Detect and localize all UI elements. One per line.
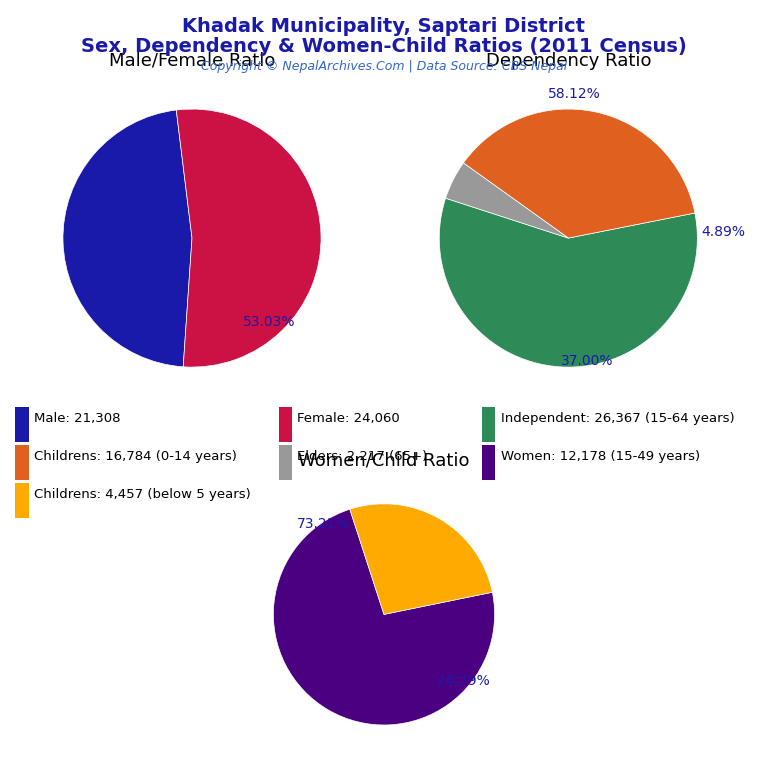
Text: Female: 24,060: Female: 24,060 — [297, 412, 400, 425]
Bar — [279, 408, 292, 442]
Text: 46.97%: 46.97% — [127, 167, 180, 180]
Text: Male: 21,308: Male: 21,308 — [34, 412, 121, 425]
Wedge shape — [445, 163, 568, 238]
Bar — [15, 408, 28, 442]
Text: Sex, Dependency & Women-Child Ratios (2011 Census): Sex, Dependency & Women-Child Ratios (20… — [81, 37, 687, 56]
Text: Copyright © NepalArchives.Com | Data Source: CBS Nepal: Copyright © NepalArchives.Com | Data Sou… — [201, 60, 567, 73]
Text: 73.21%: 73.21% — [297, 517, 349, 531]
Text: 4.89%: 4.89% — [701, 224, 745, 239]
Bar — [482, 408, 495, 442]
Text: Independent: 26,367 (15-64 years): Independent: 26,367 (15-64 years) — [501, 412, 734, 425]
Title: Dependency Ratio: Dependency Ratio — [485, 51, 651, 70]
Text: Childrens: 4,457 (below 5 years): Childrens: 4,457 (below 5 years) — [34, 488, 251, 502]
Text: Women: 12,178 (15-49 years): Women: 12,178 (15-49 years) — [501, 451, 700, 463]
Wedge shape — [273, 509, 495, 725]
Text: 37.00%: 37.00% — [561, 353, 614, 368]
Wedge shape — [63, 110, 192, 367]
Bar — [482, 445, 495, 480]
Text: 58.12%: 58.12% — [548, 87, 601, 101]
Text: Childrens: 16,784 (0-14 years): Childrens: 16,784 (0-14 years) — [34, 451, 237, 463]
Text: 26.79%: 26.79% — [437, 674, 490, 688]
Title: Male/Female Ratio: Male/Female Ratio — [109, 51, 275, 70]
Wedge shape — [350, 504, 492, 614]
Title: Women/Child Ratio: Women/Child Ratio — [298, 451, 470, 469]
Wedge shape — [177, 109, 321, 367]
Bar — [15, 445, 28, 480]
Bar — [279, 445, 292, 480]
Wedge shape — [439, 198, 697, 367]
Text: Elders: 2,217 (65+): Elders: 2,217 (65+) — [297, 451, 428, 463]
Bar — [15, 484, 28, 518]
Text: 53.03%: 53.03% — [243, 315, 296, 329]
Wedge shape — [463, 109, 695, 238]
Text: Khadak Municipality, Saptari District: Khadak Municipality, Saptari District — [183, 17, 585, 36]
